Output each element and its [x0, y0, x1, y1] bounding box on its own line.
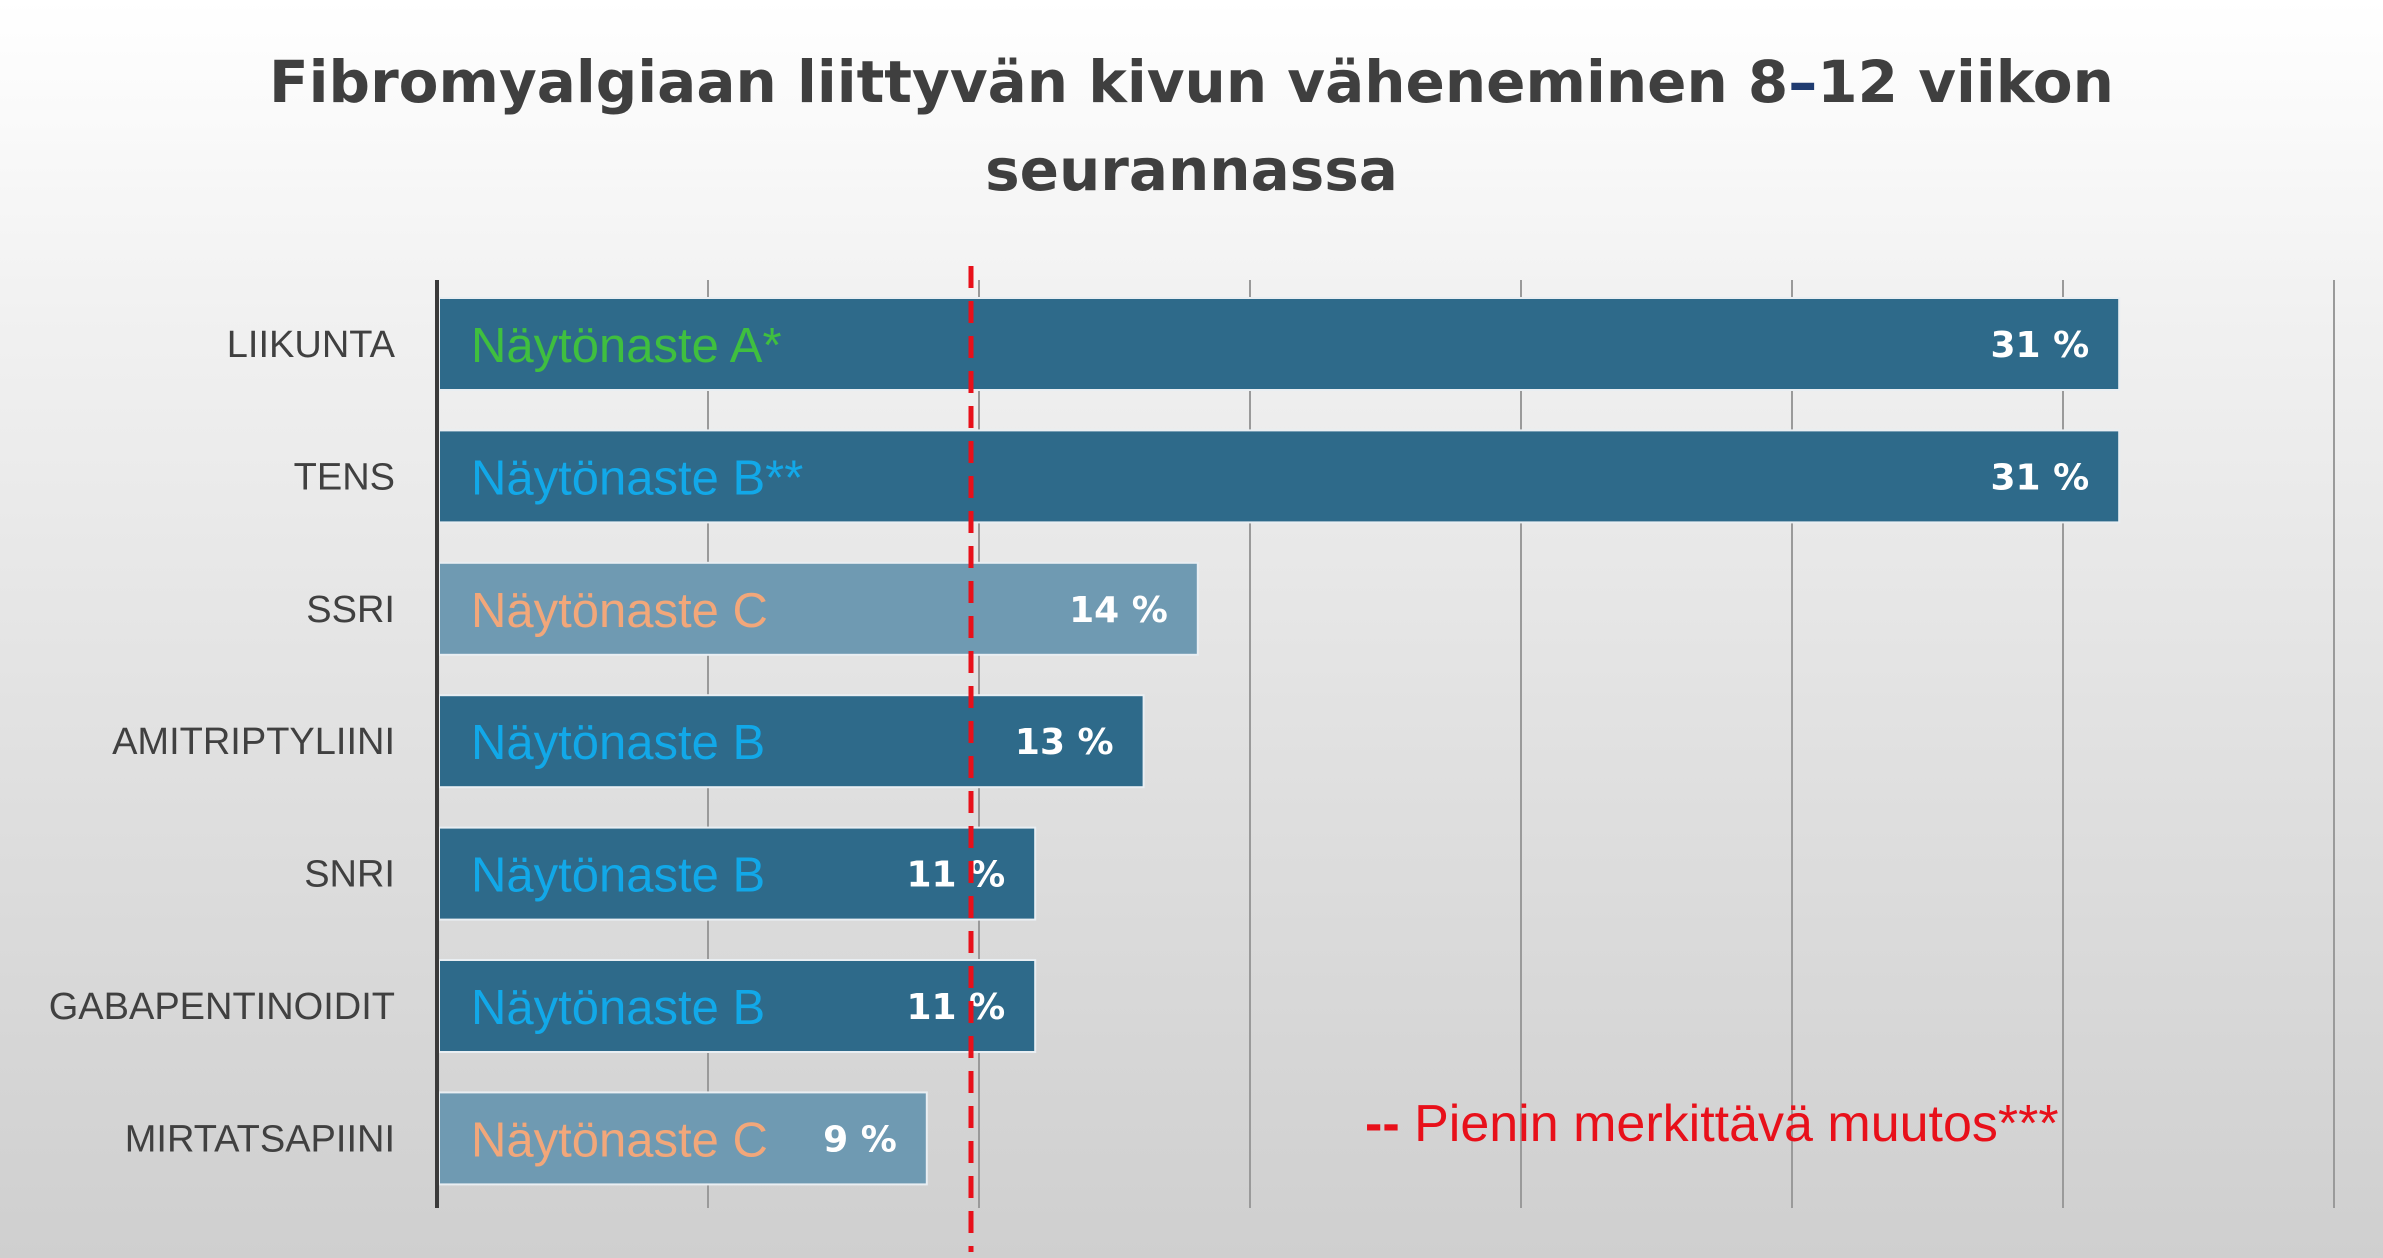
value-label: 31 %	[1990, 457, 2089, 498]
evidence-label: Näytönaste B	[471, 849, 765, 903]
evidence-label: Näytönaste B	[471, 716, 765, 770]
bar	[438, 1091, 928, 1186]
evidence-label: Näytönaste B**	[471, 451, 803, 505]
bar	[438, 297, 2121, 391]
category-label: TENS	[294, 456, 395, 498]
category-label: MIRTATSAPIINI	[125, 1118, 395, 1160]
chart-title: Fibromyalgiaan liittyvän kivun vähenemin…	[0, 38, 2383, 214]
title-line-2: seurannassa	[985, 136, 1398, 204]
value-label: 9 %	[823, 1119, 897, 1160]
category-label: AMITRIPTYLIINI	[112, 721, 395, 763]
bar	[438, 429, 2121, 524]
bar	[438, 826, 1037, 921]
evidence-label: Näytönaste B	[471, 981, 765, 1035]
title-line-1: Fibromyalgiaan liittyvän kivun vähenemin…	[0, 38, 2383, 126]
legend-dash-marker: --	[1365, 1095, 1400, 1153]
evidence-label: Näytönaste C	[471, 1113, 768, 1167]
bar	[438, 959, 1037, 1053]
title-dash: –	[1788, 48, 1818, 116]
title-line-1-start: Fibromyalgiaan liittyvän kivun vähenemin…	[269, 48, 1789, 116]
category-label: SNRI	[304, 854, 395, 896]
evidence-label: Näytönaste C	[471, 584, 768, 638]
value-label: 13 %	[1015, 722, 1114, 763]
threshold-legend: -- Pienin merkittävä muutos***	[1365, 1094, 2059, 1154]
bars: LIIKUNTA Näytönaste A* 31 % TENS Näytönaste …	[49, 297, 2121, 1186]
bar	[438, 694, 1145, 789]
value-label: 11 %	[906, 855, 1005, 896]
value-label: 31 %	[1990, 325, 2089, 366]
category-label: LIIKUNTA	[227, 324, 396, 366]
category-label: GABAPENTINOIDIT	[49, 986, 395, 1028]
evidence-label: Näytönaste A*	[471, 319, 782, 373]
title-line-1-end: 12 viikon	[1817, 48, 2114, 116]
category-label: SSRI	[306, 589, 395, 631]
bar	[438, 561, 1199, 656]
legend-label: Pienin merkittävä muutos***	[1414, 1095, 2059, 1153]
value-label: 14 %	[1069, 590, 1168, 631]
value-label: 11 %	[906, 987, 1005, 1028]
